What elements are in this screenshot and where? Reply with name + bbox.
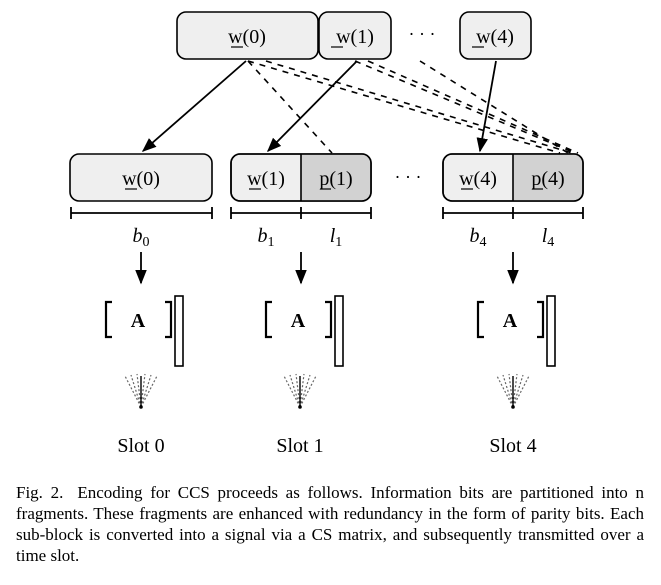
length-label-l4: l4 xyxy=(542,225,555,250)
info-label-4: w(4) xyxy=(459,168,497,190)
dashed-line xyxy=(367,60,579,154)
middle-ellipsis: · · · xyxy=(395,167,422,187)
info-block-0 xyxy=(69,153,213,202)
length-label-b1: b1 xyxy=(258,225,275,250)
parity-dependency-lines xyxy=(247,60,579,154)
antenna-icon-4 xyxy=(496,373,530,409)
slot-label-1: Slot 1 xyxy=(276,435,323,457)
dashed-line xyxy=(419,60,569,154)
arrow-w1-to-subblock1 xyxy=(266,60,358,153)
message-label-w4: w(4) xyxy=(476,26,514,48)
arrow-w4-to-subblock4 xyxy=(476,60,497,153)
dashed-line xyxy=(265,60,573,154)
signal-vector-4 xyxy=(546,295,556,367)
cs-matrix-4: A xyxy=(476,295,556,367)
figure-caption: Fig. 2. Encoding for CCS proceeds as foll… xyxy=(16,482,644,566)
cs-matrix-0: A xyxy=(104,295,184,367)
parity-label-4: p(4) xyxy=(531,168,564,190)
brace-b0 xyxy=(70,207,213,219)
message-label-w1: w(1) xyxy=(336,26,374,48)
parity-block-1 xyxy=(301,154,371,201)
subblock-4: w(4) p(4) xyxy=(442,153,584,202)
subblock-0: w(0) xyxy=(69,153,213,202)
slot-label-4: Slot 4 xyxy=(489,435,536,457)
matrix-label-4: A xyxy=(503,310,518,332)
dashed-line xyxy=(247,60,333,154)
message-label-w0: w(0) xyxy=(228,26,266,48)
length-label-b4: b4 xyxy=(470,225,487,250)
slot-label-0: Slot 0 xyxy=(117,435,164,457)
parity-block-4 xyxy=(513,154,583,201)
dashed-line xyxy=(247,60,561,154)
signal-vector-0 xyxy=(174,295,184,367)
parity-label-1: p(1) xyxy=(319,168,352,190)
caption-text: Encoding for CCS proceeds as follows. In… xyxy=(16,483,644,565)
length-braces xyxy=(70,207,584,219)
length-label-b0: b0 xyxy=(133,225,150,250)
message-block-w1: w(1) xyxy=(318,11,392,60)
matrix-label-1: A xyxy=(291,310,306,332)
figure-number: Fig. 2. xyxy=(16,483,64,502)
info-label-1: w(1) xyxy=(247,168,285,190)
signal-vector-1 xyxy=(334,295,344,367)
info-label-0: w(0) xyxy=(122,168,160,190)
ccs-encoding-diagram: w(0) w(1) · · · w(4) w(0) w(1) p( xyxy=(69,11,584,457)
dashed-line xyxy=(354,60,576,154)
matrix-label-0: A xyxy=(131,310,146,332)
cs-matrix-1: A xyxy=(264,295,344,367)
brace-b4-l4 xyxy=(442,207,584,219)
arrow-w0-to-subblock0 xyxy=(141,60,247,152)
antenna-icon-0 xyxy=(124,373,158,409)
antenna-icon-1 xyxy=(283,373,317,409)
message-block-w4: w(4) xyxy=(459,11,532,60)
length-label-l1: l1 xyxy=(330,225,343,250)
brace-b1-l1 xyxy=(230,207,372,219)
top-ellipsis: · · · xyxy=(409,24,436,44)
message-block-w0: w(0) xyxy=(176,11,319,60)
subblock-1: w(1) p(1) xyxy=(230,153,372,202)
